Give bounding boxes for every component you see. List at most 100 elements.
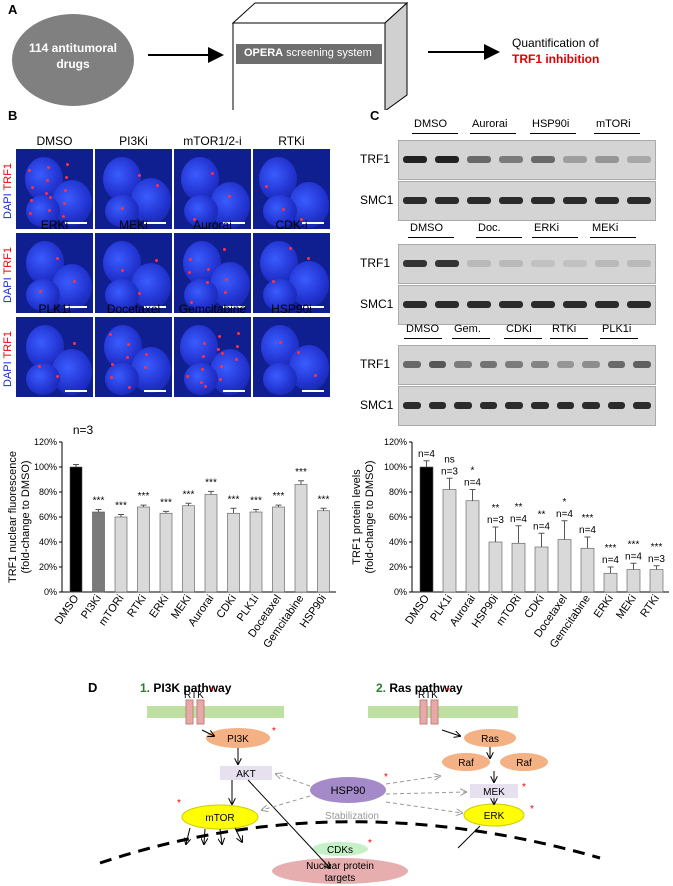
significance-label: *** — [183, 489, 195, 500]
trf1-focus — [31, 186, 34, 189]
band — [531, 197, 555, 204]
nucleus — [105, 195, 139, 227]
trf1-focus — [236, 345, 239, 348]
n-label: n=4 — [533, 521, 550, 532]
band — [531, 301, 555, 308]
y-tick-label: 100% — [384, 462, 407, 472]
micrograph-label: PI3Ki — [119, 134, 148, 148]
scale-bar — [302, 222, 324, 224]
bar — [419, 466, 434, 593]
trf1-focus — [206, 281, 209, 284]
category-label: DMSO — [403, 592, 432, 626]
micrograph-mtor1-2-i — [174, 149, 251, 229]
significance-label: ** — [538, 509, 546, 520]
nuclear-label-2: targets — [325, 873, 356, 884]
blot-group-label: Doc. — [478, 222, 501, 234]
trf1-focus — [155, 259, 158, 262]
trf1-focus — [186, 375, 189, 378]
significance-label: *** — [295, 467, 307, 478]
band — [435, 197, 459, 204]
significance-label: *** — [250, 496, 262, 507]
dapi-label: DAPI — [2, 274, 14, 303]
trf1-focus — [28, 169, 31, 172]
trf1-focus — [127, 343, 130, 346]
mtor-label: mTOR — [205, 813, 234, 824]
trf1-focus — [121, 207, 124, 210]
bar — [272, 506, 285, 593]
scale-bar — [223, 222, 245, 224]
blot-group-line — [594, 133, 640, 134]
category-label: DMSO — [53, 592, 82, 626]
bar — [442, 489, 457, 593]
band — [607, 402, 626, 409]
n-label: n=3 — [648, 554, 665, 565]
panel-c-label: C — [370, 108, 380, 123]
y-tick-label: 120% — [34, 437, 57, 447]
trf1-focus — [156, 184, 159, 187]
smc1-row-label: SMC1 — [360, 297, 394, 311]
bar — [69, 466, 83, 593]
erk-label: ERK — [484, 811, 505, 822]
y-tick-label: 120% — [384, 437, 407, 447]
scale-bar — [223, 390, 245, 392]
trf1-focus — [225, 278, 228, 281]
significance-label: *** — [138, 491, 150, 502]
pathway-diagram: 1. PI3K pathway 2. Ras pathway RTK * RTK… — [99, 681, 601, 884]
trf1-focus — [109, 333, 112, 336]
trf1-focus — [66, 163, 69, 166]
trf1-label: TRF1 — [2, 246, 14, 275]
band — [582, 402, 600, 409]
blot-group-line — [504, 338, 542, 339]
blot-group-line — [404, 338, 442, 339]
akt-label: AKT — [236, 769, 255, 780]
significance-label: ns — [444, 454, 455, 465]
trf1-focus — [48, 209, 51, 212]
trf1-focus — [211, 172, 214, 175]
band — [556, 402, 575, 409]
significance-label: *** — [318, 494, 330, 505]
micrograph-erki — [16, 233, 93, 313]
trf1-focus — [56, 375, 59, 378]
star-rtk1: * — [210, 686, 214, 697]
scale-bar — [302, 390, 324, 392]
bar — [465, 500, 480, 593]
micrograph-label: RTKi — [278, 134, 305, 148]
micrograph-label: MEKi — [119, 218, 148, 232]
bar — [159, 512, 173, 593]
band — [563, 197, 587, 204]
trf1-focus — [218, 335, 221, 338]
trf1-focus — [223, 248, 226, 251]
band — [435, 301, 459, 308]
band — [435, 260, 459, 267]
y-tick-label: 80% — [389, 487, 407, 497]
y-tick-label: 0% — [44, 587, 57, 597]
band — [499, 301, 523, 308]
band — [499, 197, 523, 204]
trf1-focus — [45, 192, 48, 195]
trf1-focus — [224, 291, 227, 294]
bar — [249, 511, 263, 593]
trf1-focus — [272, 280, 275, 283]
micrograph-aurorai — [174, 233, 251, 313]
micrograph-label: mTOR1/2-i — [183, 134, 242, 148]
trf1-focus — [39, 290, 42, 293]
significance-label: *** — [160, 497, 172, 508]
band — [505, 361, 523, 368]
pi3k-node — [206, 728, 270, 748]
n-label: n=4 — [579, 525, 596, 536]
band — [467, 260, 491, 267]
band — [627, 156, 651, 163]
trf1-focus — [235, 358, 238, 361]
trf1-focus — [279, 341, 282, 344]
micrograph-docetaxel — [95, 317, 172, 397]
micrograph-label: CDK-i — [275, 218, 308, 232]
trf1-focus — [237, 332, 240, 335]
trf1-focus — [193, 218, 196, 221]
blot-trf1 — [398, 140, 656, 180]
trf1-focus — [49, 196, 52, 199]
bar — [137, 506, 150, 593]
trf1-focus — [297, 351, 300, 354]
trf1-focus — [126, 356, 129, 359]
nucleus — [105, 363, 139, 395]
panel-a-label: A — [8, 2, 18, 17]
